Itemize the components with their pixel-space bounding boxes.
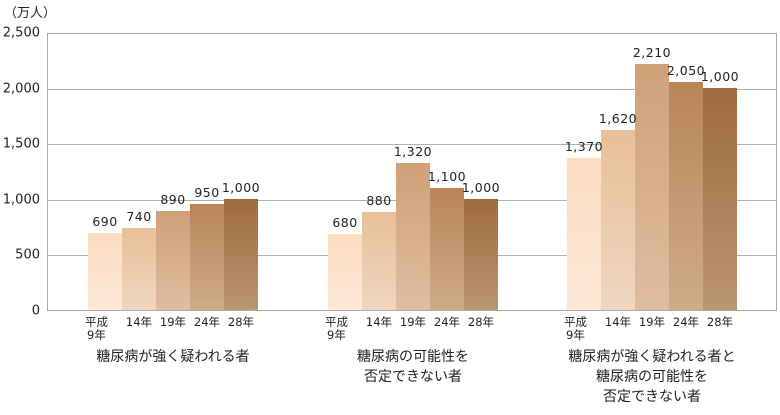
bar [88,233,122,310]
x-tick-label: 平成 9年 [85,315,108,342]
x-tick-label: 14年 [125,315,153,329]
bar-value-label: 950 [194,185,220,201]
group-label: 糖尿病の可能性を 否定できない者 [357,349,469,385]
bar-value-label: 690 [92,214,118,230]
bar-value-label: 880 [366,193,392,209]
x-tick-label: 19年 [399,315,427,329]
y-axis-unit-label: （万人） [4,6,57,21]
y-tick-label: 2,500 [2,25,40,41]
x-tick-label: 平成 9年 [564,315,587,342]
bar-value-label: 2,210 [632,45,672,61]
y-tick-label: 1,000 [2,192,40,208]
bar [703,87,737,310]
gridline [48,144,776,146]
y-tick-label: 0 [31,303,40,319]
bar-value-label: 2,050 [666,63,706,79]
y-tick-label: 2,000 [2,81,40,97]
bar [635,64,669,310]
bar-value-label: 1,370 [564,138,604,154]
x-tick-label: 28年 [227,315,255,329]
x-tick-label: 平成 9年 [325,315,348,342]
y-tick-label: 1,500 [2,136,40,152]
bar [430,187,464,310]
x-tick-label: 28年 [706,315,734,329]
bar-value-label: 1,000 [461,179,501,195]
bar [362,212,396,310]
x-tick-label: 28年 [467,315,495,329]
bar-value-label: 1,320 [393,144,433,160]
bar [601,129,635,310]
bar [122,227,156,310]
x-tick-label: 24年 [672,315,700,329]
x-tick-label: 14年 [604,315,632,329]
bar [328,234,362,310]
bar [669,82,703,310]
x-tick-label: 14年 [365,315,393,329]
bar [567,157,601,310]
bar-value-label: 680 [332,215,358,231]
bar-value-label: 740 [126,208,152,224]
x-tick-label: 19年 [159,315,187,329]
bar [464,198,498,310]
bar-value-label: 890 [160,192,186,208]
y-tick-label: 500 [15,247,40,263]
bar-value-label: 1,000 [700,68,740,84]
bar [224,198,258,310]
group-label: 糖尿病が強く疑われる者と 糖尿病の可能性を 否定できない者 [568,349,736,405]
gridline [48,88,776,90]
plot-area [47,33,777,311]
bar-value-label: 1,000 [221,179,261,195]
bar [190,204,224,310]
bar [396,163,430,310]
bar-value-label: 1,100 [427,168,467,184]
bar [156,211,190,310]
group-label: 糖尿病が強く疑われる者 [96,349,250,365]
bar-value-label: 1,620 [598,110,638,126]
x-tick-label: 19年 [638,315,666,329]
x-tick-label: 24年 [433,315,461,329]
x-tick-label: 24年 [193,315,221,329]
